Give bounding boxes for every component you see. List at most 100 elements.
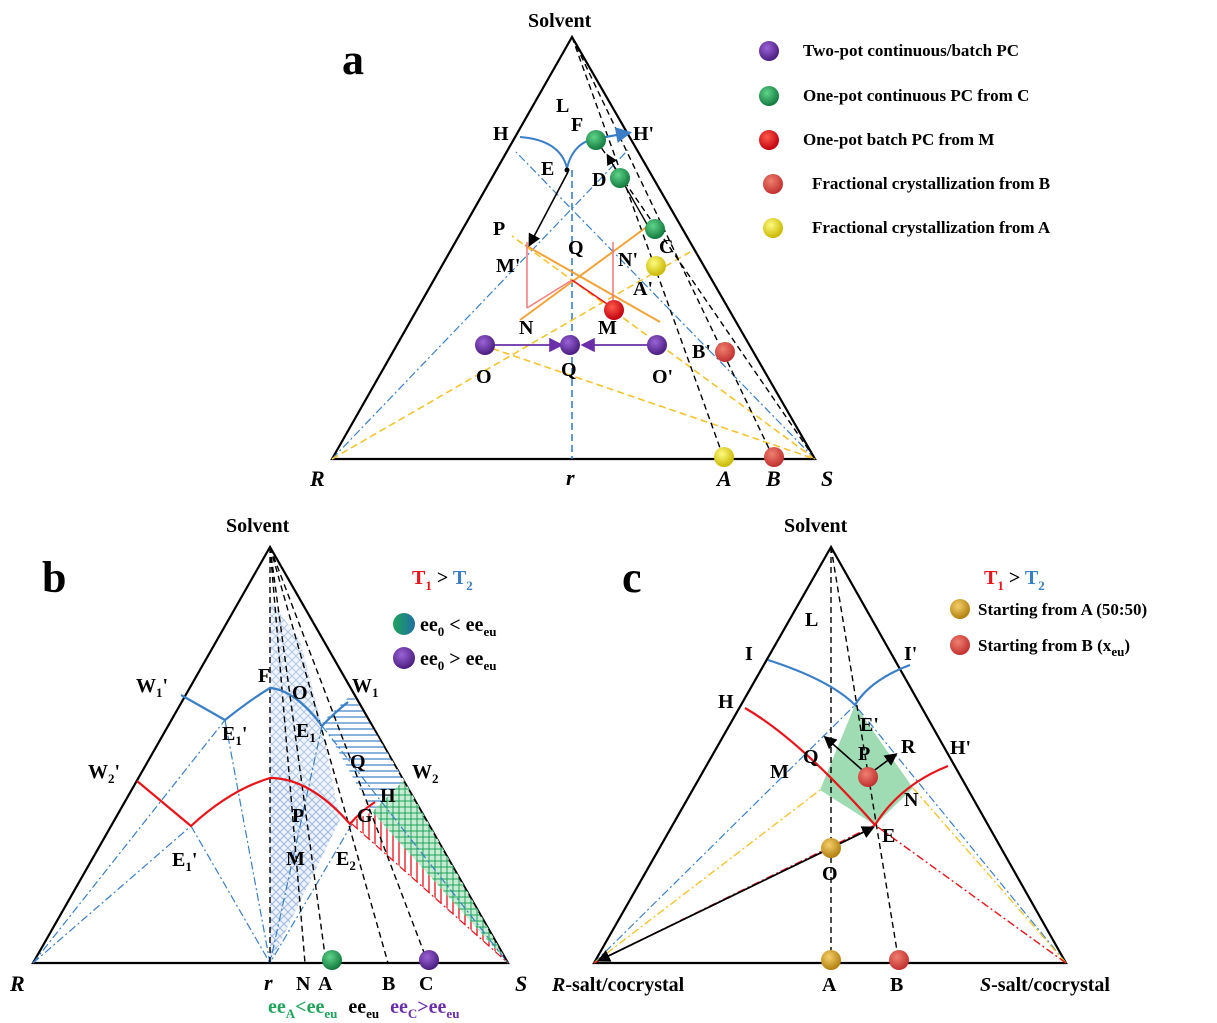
panel-b-dashdot-3 <box>224 719 271 964</box>
panel-c-dashdot-4 <box>854 704 1067 964</box>
panel-c-label-O: O <box>822 863 838 885</box>
panel-c-corner-s: S-salt/cocrystal <box>980 974 1110 996</box>
panel-b-label-B: B <box>382 973 395 995</box>
panel-a-point-C <box>645 219 665 239</box>
svg-text:eeA<eeeu eeeu: eeA<eeeu eeeu eeC>eeeu <box>268 996 459 1023</box>
svg-text:W2': W2' <box>88 761 120 786</box>
panel-c-label-L: L <box>805 609 818 631</box>
panel-c-arrow-P-Q <box>823 735 869 776</box>
panel-c-label-A: A <box>822 974 837 996</box>
panel-b-region-blue-hatch <box>322 694 404 812</box>
panel-a-point-E <box>564 167 570 173</box>
panel-a-r-label: r <box>566 465 575 490</box>
panel-a-dash-F-S <box>595 139 816 460</box>
panel-b-point-C <box>419 950 439 970</box>
legend-a-swatch-0 <box>759 41 779 61</box>
panel-b-temp-legend: T1 > T2 <box>412 567 473 593</box>
panel-b-label-P: P <box>292 805 304 827</box>
panel-a-label-A: A <box>715 466 732 491</box>
svg-text:T1 > T2: T1 > T2 <box>412 567 473 593</box>
legend-a-swatch-4 <box>763 218 783 238</box>
panel-c-label-H: H <box>718 691 734 713</box>
legend-a-label-0: Two-pot continuous/batch PC <box>803 41 1019 60</box>
panel-b-region-blue-upper <box>270 600 340 820</box>
panel-c-label-P: P <box>858 743 870 765</box>
panel-a-red-diag <box>571 279 614 309</box>
panel-b-label-W1: W1 <box>352 675 379 700</box>
panel-b-point-A <box>322 950 342 970</box>
panel-a-label-B2: B' <box>692 341 711 363</box>
legend-c-swatch-0 <box>950 599 970 619</box>
panel-a-arrow-E-M2 <box>528 171 569 247</box>
panel-b-dash-B <box>269 546 389 964</box>
panel-b-label-A: A <box>318 973 333 995</box>
panel-a-label-O: O <box>476 366 492 388</box>
panel-b-label-r: r <box>264 970 273 995</box>
panel-a-letter: a <box>342 35 364 84</box>
panel-a-label-H: H <box>493 123 509 145</box>
legend-c-label-0: Starting from A (50:50) <box>978 600 1147 619</box>
legend-b-label-0: ee0 < eeeu <box>420 614 496 639</box>
panel-a: a Solvent R S r <box>309 10 1051 491</box>
legend-a-label-4: Fractional crystallization from A <box>812 218 1051 237</box>
panel-b-apex-label: Solvent <box>226 515 290 537</box>
panel-b-label-E1: E1 <box>296 720 316 745</box>
panel-c-dash-B <box>830 546 900 964</box>
legend-a-swatch-1 <box>759 86 779 106</box>
legend-b-label-1: ee0 > eeeu <box>420 648 496 673</box>
panel-c-point-B <box>889 950 909 970</box>
panel-b-label-C: C <box>419 973 433 995</box>
panel-b-curve-T2 <box>180 686 349 728</box>
panel-a-label-B: B <box>765 466 781 491</box>
panel-c-curve-T1 <box>744 707 949 827</box>
panel-a-label-Q: Q <box>561 359 577 381</box>
panel-b-corner-s: S <box>515 971 527 996</box>
panel-a-label-H2: H' <box>633 123 654 145</box>
panel-c-label-N: N <box>904 789 919 811</box>
panel-a-orange-1 <box>524 244 661 323</box>
panel-c-dashdot-2 <box>593 789 821 964</box>
panel-a-dashdot-left <box>331 149 629 460</box>
panel-b-dash-C <box>269 546 429 964</box>
panel-b-region-green-hatch <box>372 780 508 963</box>
panel-a-pink-left-diag <box>526 279 573 309</box>
panel-c-label-E2: E' <box>860 714 879 736</box>
legend-a-label-3: Fractional crystallization from B <box>812 174 1050 193</box>
panel-a-label-M: M <box>598 317 617 339</box>
legend-b-swatch-1 <box>393 647 415 669</box>
panel-c-point-P <box>858 767 878 787</box>
legend-a-label-2: One-pot batch PC from M <box>803 130 994 149</box>
panel-a-yellow-dash-3 <box>481 344 816 460</box>
panel-a-dash-to-A <box>571 36 725 460</box>
panel-b-label-W2p: W2' <box>88 761 120 786</box>
panel-c-curve-T2 <box>767 658 911 707</box>
svg-text:E2: E2 <box>336 848 356 873</box>
panel-a-label-O2: O' <box>652 366 673 388</box>
panel-a-label-F: F <box>571 114 583 136</box>
panel-a-corner-s: S <box>821 466 833 491</box>
panel-c-label-M: M <box>770 761 789 783</box>
panel-b-curve-T1 <box>136 776 376 828</box>
panel-a-point-A <box>714 447 734 467</box>
panel-c-label-E: E <box>882 825 895 847</box>
panel-a-point-Q <box>560 335 580 355</box>
panel-a-dash-to-B <box>571 36 775 460</box>
panel-c-point-A <box>821 950 841 970</box>
panel-a-label-P: P <box>493 218 505 240</box>
panel-c-dashdot-6 <box>874 824 1067 964</box>
panel-b-label-G: G <box>357 805 373 827</box>
panel-a-point-A2 <box>646 256 666 276</box>
panel-a-label-N2: N' <box>618 249 638 271</box>
panel-b-corner-r: R <box>9 971 25 996</box>
panel-a-label-L: L <box>556 95 569 117</box>
panel-c-label-H2: H' <box>950 737 971 759</box>
panel-a-dashdot-right <box>515 151 816 460</box>
panel-a-label-Q-top: Q <box>568 237 584 259</box>
panel-a-point-O <box>475 335 495 355</box>
panel-b-label-F: F <box>258 665 270 687</box>
panel-b-ee-caption: eeA<eeeu eeeu eeC>eeeu <box>268 996 459 1023</box>
panel-a-point-B2 <box>715 342 735 362</box>
panel-a-point-O2 <box>647 335 667 355</box>
panel-b-legend: ee0 < eeeu ee0 > eeeu <box>393 613 496 673</box>
